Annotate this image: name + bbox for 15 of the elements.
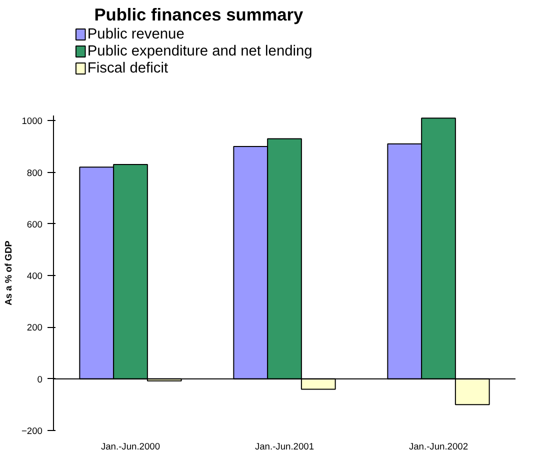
y-tick-label: 600 bbox=[26, 219, 43, 230]
legend-label: Public revenue bbox=[87, 26, 184, 42]
x-tick-label: Jan.-Jun.2000 bbox=[100, 442, 160, 452]
y-tick-label: 800 bbox=[26, 168, 43, 178]
chart-title: Public finances summary bbox=[94, 4, 304, 24]
legend-label: Fiscal deficit bbox=[87, 60, 168, 76]
legend-label: Public expenditure and net lending bbox=[87, 44, 312, 60]
y-tick-label: −200 bbox=[21, 426, 43, 436]
x-tick-label: Jan.-Jun.2002 bbox=[408, 442, 468, 452]
y-tick-label: 200 bbox=[26, 322, 43, 333]
x-tick-label: Jan.-Jun.2001 bbox=[254, 442, 314, 452]
y-tick-label: 1000 bbox=[22, 116, 43, 126]
y-tick-label: 0 bbox=[37, 374, 43, 384]
y-axis-title: As a % of GDP bbox=[3, 240, 14, 306]
y-tick-label: 400 bbox=[26, 271, 43, 282]
